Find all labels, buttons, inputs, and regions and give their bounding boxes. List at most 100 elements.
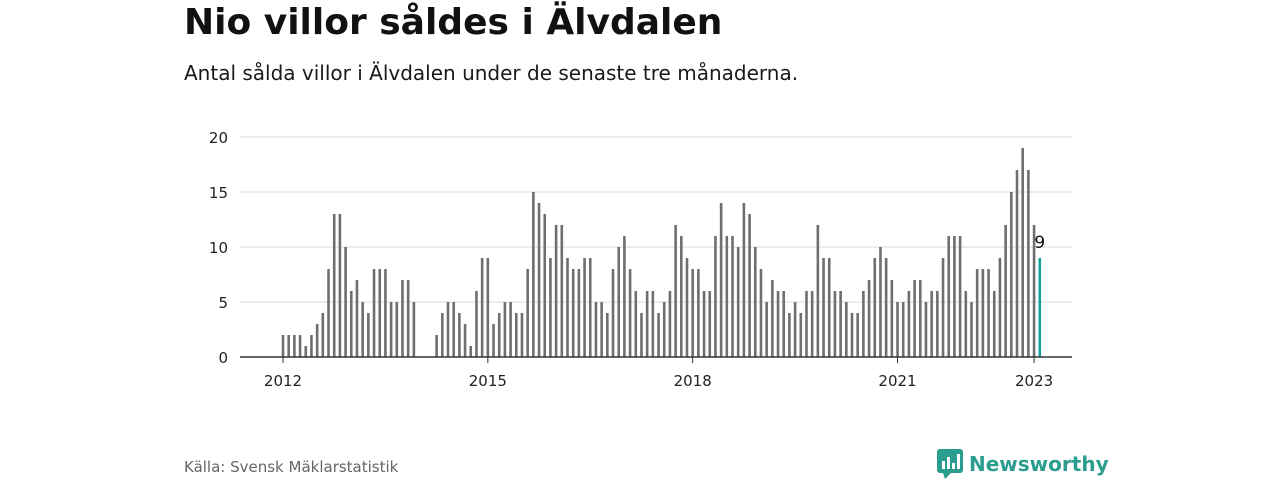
bar — [554, 225, 558, 357]
bar — [628, 269, 632, 357]
bar — [958, 236, 962, 357]
y-tick-label: 15 — [209, 184, 228, 202]
bar — [907, 291, 911, 357]
bar — [799, 313, 803, 357]
bar — [435, 335, 438, 357]
bar — [384, 269, 387, 357]
bar — [856, 313, 859, 357]
y-tick-label: 0 — [218, 349, 228, 367]
bar — [514, 313, 518, 357]
bar — [458, 313, 461, 357]
chart-title: Nio villor såldes i Älvdalen — [184, 2, 723, 43]
x-tick-label: 2018 — [674, 372, 712, 390]
bar — [896, 302, 899, 357]
bar — [850, 313, 854, 357]
bar — [412, 302, 416, 357]
bar — [1004, 225, 1007, 357]
bar — [315, 324, 319, 357]
source-note: Källa: Svensk Mäklarstatistik — [184, 458, 399, 476]
bar — [964, 291, 968, 357]
y-tick-label: 10 — [209, 239, 228, 257]
x-tick-label: 2012 — [264, 372, 302, 390]
bar — [731, 236, 734, 357]
bar — [867, 280, 871, 357]
bar — [332, 214, 336, 357]
bar — [759, 269, 763, 357]
bar — [702, 291, 706, 357]
newsworthy-logo-icon — [937, 449, 963, 479]
bar — [714, 236, 717, 357]
bar — [492, 324, 495, 357]
x-tick-label: 2023 — [1015, 372, 1053, 390]
bar — [765, 302, 768, 357]
bar — [475, 291, 478, 357]
newsworthy-logo[interactable]: Newsworthy — [937, 449, 1109, 479]
bar — [497, 313, 501, 357]
bar — [981, 269, 985, 357]
bar — [680, 236, 683, 357]
bar — [378, 269, 382, 357]
bar — [776, 291, 780, 357]
bar — [446, 302, 450, 357]
bar — [441, 313, 444, 357]
bar — [645, 291, 649, 357]
bar — [287, 335, 290, 357]
bar — [657, 313, 660, 357]
y-tick-label: 20 — [209, 129, 228, 147]
bar — [304, 346, 308, 357]
bar — [406, 280, 410, 357]
bar — [1010, 192, 1013, 357]
bar — [549, 258, 552, 357]
bar — [401, 280, 404, 357]
bar — [1032, 225, 1036, 357]
bar — [742, 203, 746, 357]
bar — [1027, 170, 1030, 357]
bar — [947, 236, 951, 357]
last-value-label: 9 — [1034, 233, 1045, 253]
brand-name: Newsworthy — [969, 452, 1109, 476]
bar — [281, 335, 285, 357]
bar — [486, 258, 490, 357]
bar — [588, 258, 592, 357]
bar — [879, 247, 882, 357]
bar — [793, 302, 797, 357]
y-tick-label: 5 — [218, 294, 228, 312]
bar — [361, 302, 364, 357]
bar — [810, 291, 814, 357]
bar — [566, 258, 569, 357]
bar — [372, 269, 376, 357]
bar — [395, 302, 399, 357]
bar — [833, 291, 837, 357]
bar — [463, 324, 467, 357]
bar — [987, 269, 990, 357]
bar — [577, 269, 581, 357]
bar — [520, 313, 524, 357]
bar — [640, 313, 643, 357]
bar — [662, 302, 666, 357]
chart-subtitle: Antal sålda villor i Älvdalen under de s… — [184, 61, 799, 85]
bar — [389, 302, 393, 357]
bar — [617, 247, 621, 357]
bar — [583, 258, 586, 357]
bar — [970, 302, 973, 357]
bar — [788, 313, 791, 357]
bar — [293, 335, 296, 357]
bar — [543, 214, 547, 357]
bar — [992, 291, 996, 357]
bar — [839, 291, 842, 357]
bar — [1015, 170, 1019, 357]
bar — [611, 269, 615, 357]
bar — [344, 247, 347, 357]
bar — [890, 280, 894, 357]
bar — [805, 291, 808, 357]
bar — [623, 236, 626, 357]
bar — [691, 269, 694, 357]
bar — [913, 280, 916, 357]
bar — [918, 280, 922, 357]
bar — [594, 302, 598, 357]
bar — [884, 258, 888, 357]
bar — [321, 313, 325, 357]
bar — [748, 214, 751, 357]
bar — [936, 291, 939, 357]
